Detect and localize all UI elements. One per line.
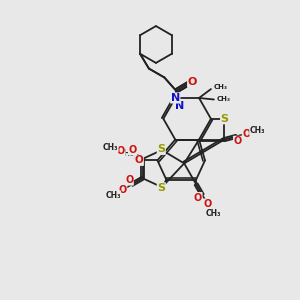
Text: O: O (117, 146, 125, 156)
Text: N: N (171, 93, 180, 103)
Text: CH₃: CH₃ (214, 84, 228, 90)
Text: CH₃: CH₃ (217, 96, 231, 102)
Text: O: O (203, 199, 211, 209)
Text: O: O (242, 129, 250, 139)
Text: S: S (157, 183, 165, 193)
Text: O: O (125, 175, 134, 185)
Text: CH₃: CH₃ (206, 209, 221, 218)
Text: O: O (194, 193, 202, 202)
Text: O: O (233, 136, 242, 146)
Text: N: N (175, 101, 184, 111)
Text: O: O (188, 77, 197, 87)
Text: CH₃: CH₃ (105, 191, 121, 200)
Text: CH₃: CH₃ (103, 143, 118, 152)
Text: CH₃: CH₃ (250, 126, 265, 135)
Text: O: O (135, 155, 143, 165)
Text: S: S (157, 144, 165, 154)
Text: O: O (128, 145, 137, 155)
Text: CH₃: CH₃ (118, 149, 134, 158)
Text: S: S (220, 114, 229, 124)
Text: O: O (118, 185, 127, 195)
